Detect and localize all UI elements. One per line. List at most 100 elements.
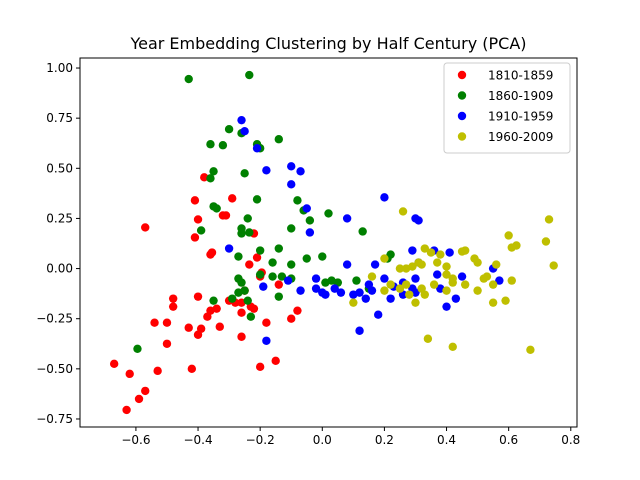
- data-point: [405, 290, 414, 299]
- data-point: [283, 276, 293, 285]
- data-point: [168, 302, 178, 311]
- data-point: [473, 286, 482, 295]
- data-point: [125, 369, 134, 379]
- data-point: [460, 246, 470, 255]
- data-point: [544, 215, 554, 224]
- data-point: [184, 323, 193, 332]
- legend-label: 1910-1959: [488, 110, 553, 124]
- data-point: [193, 330, 203, 339]
- data-point: [460, 280, 470, 289]
- data-point: [296, 286, 305, 295]
- data-point: [448, 278, 457, 287]
- data-point: [442, 270, 451, 279]
- data-point: [109, 359, 119, 369]
- data-point: [274, 135, 283, 144]
- data-point: [234, 252, 243, 261]
- data-point: [426, 248, 436, 257]
- data-point: [370, 260, 380, 269]
- x-tick-label: 0.8: [561, 433, 580, 447]
- data-point: [237, 278, 246, 287]
- data-point: [495, 276, 504, 285]
- data-point: [255, 270, 265, 279]
- data-point: [342, 260, 352, 269]
- data-point: [442, 302, 451, 311]
- x-tick-label: 0.4: [437, 433, 456, 447]
- data-point: [193, 292, 203, 301]
- data-point: [479, 274, 489, 283]
- data-point: [501, 296, 510, 305]
- data-point: [423, 334, 433, 343]
- data-point: [262, 166, 271, 175]
- data-point: [274, 244, 283, 253]
- data-point: [408, 262, 417, 271]
- y-axis: −0.75 −0.50 −0.25 0.00 0.25 0.50 0.75 1.00: [36, 61, 80, 426]
- data-point: [305, 216, 315, 225]
- data-point: [374, 310, 383, 319]
- data-point: [245, 70, 254, 80]
- chart-title: Year Embedding Clustering by Half Centur…: [129, 34, 526, 53]
- data-point: [417, 284, 426, 293]
- data-point: [262, 318, 271, 327]
- data-point: [252, 195, 262, 204]
- data-point: [302, 254, 311, 263]
- data-point: [386, 280, 395, 289]
- data-point: [352, 276, 361, 285]
- data-point: [187, 364, 197, 374]
- y-tick-label: 0.25: [46, 211, 73, 225]
- data-point: [206, 140, 215, 149]
- data-point: [246, 312, 256, 321]
- series-1960-2009: [349, 207, 558, 354]
- data-point: [330, 284, 339, 293]
- data-point: [268, 272, 277, 281]
- data-point: [293, 196, 302, 205]
- data-point: [245, 260, 254, 269]
- data-point: [134, 394, 144, 404]
- data-point: [445, 248, 454, 257]
- y-tick-label: −0.50: [36, 362, 73, 376]
- x-tick-label: −0.4: [183, 433, 212, 447]
- y-tick-label: 0.50: [46, 161, 73, 175]
- data-point: [321, 290, 330, 299]
- data-point: [311, 274, 321, 283]
- data-point: [395, 264, 405, 273]
- data-point: [361, 294, 370, 303]
- legend-marker: [457, 70, 467, 80]
- data-point: [420, 244, 429, 253]
- data-point: [218, 141, 228, 150]
- data-point: [237, 229, 246, 238]
- data-point: [243, 214, 252, 223]
- data-point: [401, 280, 411, 289]
- data-point: [451, 294, 461, 303]
- x-tick-label: 0.2: [375, 433, 394, 447]
- data-point: [212, 204, 221, 213]
- data-point: [274, 280, 283, 289]
- data-point: [206, 174, 215, 183]
- data-point: [504, 231, 513, 240]
- data-point: [324, 209, 333, 218]
- data-point: [255, 362, 265, 372]
- data-point: [224, 244, 234, 253]
- data-point: [228, 294, 237, 303]
- data-point: [492, 260, 501, 269]
- data-point: [417, 260, 426, 269]
- data-point: [153, 366, 162, 376]
- data-point: [243, 296, 252, 305]
- data-point: [380, 193, 389, 202]
- data-point: [209, 167, 218, 176]
- data-point: [488, 280, 498, 289]
- data-point: [274, 292, 283, 301]
- x-tick-label: −0.6: [121, 433, 150, 447]
- data-point: [336, 288, 346, 297]
- legend-marker: [457, 111, 467, 121]
- data-point: [358, 227, 367, 236]
- data-point: [512, 241, 521, 250]
- data-point: [302, 204, 311, 213]
- data-point: [448, 342, 457, 351]
- data-point: [411, 274, 420, 283]
- data-point: [184, 74, 193, 84]
- data-point: [262, 336, 271, 345]
- legend: 1810-1859 1860-1909 1910-1959 1960-2009: [443, 62, 571, 154]
- points-layer: [109, 70, 558, 415]
